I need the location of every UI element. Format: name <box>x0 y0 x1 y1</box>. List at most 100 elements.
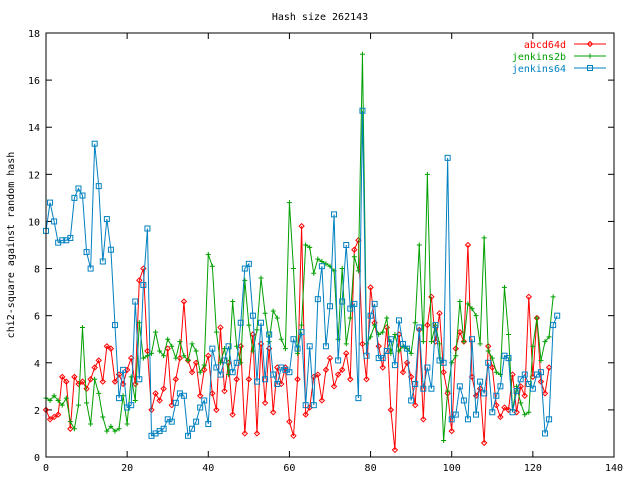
legend-label: jenkins2b <box>512 52 566 63</box>
data-point <box>315 256 321 262</box>
data-point <box>51 218 58 225</box>
data-point <box>343 242 350 248</box>
data-point <box>71 426 77 432</box>
data-point <box>497 383 504 390</box>
x-tick-label: 100 <box>443 463 461 474</box>
data-point <box>493 392 500 399</box>
data-point <box>157 348 163 354</box>
data-point <box>339 298 346 305</box>
y-tick-label: 16 <box>28 76 40 87</box>
data-point <box>209 390 216 397</box>
y-tick-label: 10 <box>28 217 40 228</box>
data-point <box>169 343 175 349</box>
data-point <box>241 265 248 272</box>
data-point <box>400 340 407 347</box>
data-point <box>473 313 479 319</box>
data-point <box>205 421 212 428</box>
data-point <box>71 194 78 201</box>
data-point <box>205 251 211 257</box>
data-point <box>262 376 269 383</box>
data-point <box>464 416 471 423</box>
legend-label: jenkins64 <box>512 64 566 75</box>
data-point <box>156 397 163 404</box>
data-point <box>92 376 98 382</box>
data-point <box>485 348 491 354</box>
data-point <box>554 312 561 319</box>
data-point <box>449 360 455 366</box>
data-point <box>460 397 467 404</box>
y-tick-label: 0 <box>34 453 40 464</box>
data-point <box>314 371 322 378</box>
data-point <box>111 322 118 329</box>
data-point <box>99 378 107 385</box>
data-point <box>124 421 130 427</box>
data-point <box>509 409 516 416</box>
data-point <box>472 392 480 399</box>
data-point <box>428 339 434 345</box>
data-point <box>322 366 330 374</box>
data-point <box>99 258 106 265</box>
data-point <box>489 409 496 416</box>
data-point <box>75 380 82 388</box>
data-point <box>441 438 447 444</box>
data-point <box>445 388 451 394</box>
data-point <box>193 348 199 354</box>
data-point <box>266 331 273 338</box>
data-point <box>213 329 219 335</box>
data-point <box>250 348 256 354</box>
data-point <box>59 237 66 244</box>
data-point <box>180 392 187 399</box>
data-point <box>144 353 150 359</box>
data-point <box>91 364 98 371</box>
data-point <box>440 359 447 366</box>
data-point <box>185 357 191 363</box>
data-point <box>517 376 524 383</box>
data-point <box>233 359 240 366</box>
data-point <box>253 430 261 437</box>
data-point <box>290 266 296 272</box>
data-point <box>47 397 53 403</box>
data-point <box>387 336 394 343</box>
data-point <box>185 432 191 439</box>
data-point <box>229 411 236 418</box>
data-point <box>436 310 443 317</box>
data-point <box>550 294 556 300</box>
data-point <box>299 322 305 328</box>
data-point <box>111 378 119 385</box>
data-point <box>452 411 459 418</box>
data-point <box>351 300 358 307</box>
data-point <box>375 355 382 362</box>
series-line <box>45 226 550 450</box>
data-point <box>326 354 334 362</box>
data-point <box>399 368 407 376</box>
data-point <box>537 378 545 385</box>
data-point <box>116 426 122 432</box>
data-point <box>79 378 86 385</box>
data-point <box>262 310 268 316</box>
data-point <box>59 402 65 408</box>
data-point <box>303 242 309 248</box>
data-point <box>249 312 256 319</box>
data-point <box>339 266 345 272</box>
data-point <box>412 320 418 326</box>
data-point <box>307 244 313 250</box>
data-point <box>205 352 212 359</box>
y-tick-label: 14 <box>28 123 40 134</box>
x-tick-label: 60 <box>283 463 295 474</box>
data-point <box>270 308 276 314</box>
data-point <box>104 428 110 434</box>
data-point <box>440 368 447 376</box>
axes: 0 2 4 6 8 10 12 14 16 18 0 20 40 60 80 100 120 140 <box>28 29 623 474</box>
data-point <box>116 395 123 402</box>
data-point <box>132 397 138 403</box>
data-point <box>242 277 248 283</box>
data-point <box>217 371 224 378</box>
data-point <box>274 315 280 321</box>
data-point <box>132 298 139 305</box>
data-point <box>100 414 106 420</box>
data-point <box>245 260 252 267</box>
data-point <box>412 380 419 387</box>
data-point <box>464 241 472 249</box>
data-point <box>359 340 366 348</box>
data-point <box>518 400 524 406</box>
